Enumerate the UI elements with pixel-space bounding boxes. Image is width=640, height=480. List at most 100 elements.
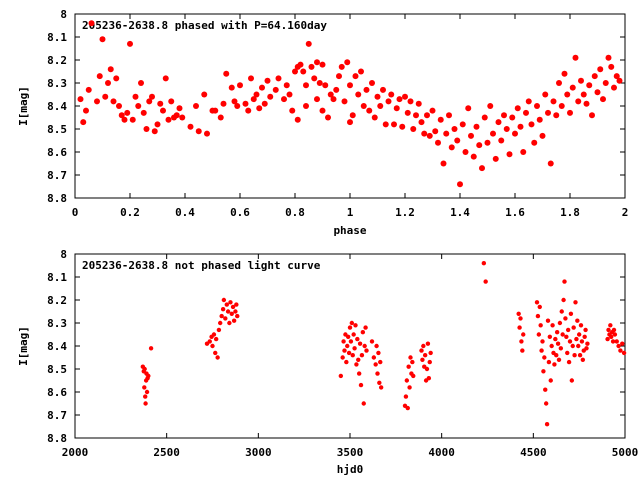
data-point bbox=[217, 114, 224, 121]
data-point bbox=[349, 320, 355, 326]
data-point bbox=[547, 334, 553, 339]
data-point bbox=[369, 80, 375, 86]
data-point bbox=[454, 137, 461, 144]
data-point bbox=[558, 103, 565, 109]
data-point bbox=[259, 84, 265, 91]
data-point bbox=[143, 394, 148, 399]
data-point bbox=[565, 350, 570, 356]
data-point bbox=[574, 336, 579, 342]
data-point bbox=[360, 330, 366, 335]
data-point bbox=[371, 355, 377, 360]
data-point bbox=[547, 160, 554, 167]
data-point bbox=[354, 362, 359, 367]
x-tick-label: 2500 bbox=[153, 446, 180, 459]
data-point bbox=[548, 378, 553, 383]
y-tick-label: 8.6 bbox=[47, 146, 67, 159]
data-point bbox=[360, 103, 367, 109]
data-point bbox=[305, 40, 312, 47]
data-point bbox=[345, 334, 351, 339]
data-point bbox=[586, 82, 593, 89]
y-tick-label: 8.4 bbox=[47, 340, 67, 353]
data-point bbox=[606, 327, 611, 333]
data-point bbox=[221, 297, 227, 303]
data-point bbox=[612, 332, 618, 337]
data-point bbox=[352, 73, 359, 80]
data-point bbox=[446, 112, 452, 119]
data-point bbox=[142, 385, 147, 390]
data-point bbox=[407, 385, 412, 390]
data-point bbox=[573, 300, 578, 305]
data-point bbox=[143, 126, 150, 132]
data-point bbox=[364, 348, 369, 353]
data-point bbox=[105, 80, 111, 86]
data-point bbox=[340, 355, 345, 360]
data-point bbox=[403, 394, 409, 399]
data-point bbox=[361, 401, 366, 406]
data-point bbox=[83, 107, 89, 114]
data-point bbox=[418, 119, 425, 126]
data-point bbox=[545, 318, 551, 323]
data-point bbox=[410, 359, 415, 365]
data-point bbox=[405, 405, 410, 411]
y-tick-label: 8.2 bbox=[47, 294, 67, 307]
chart-title: 205236-2638.8 not phased light curve bbox=[82, 259, 321, 272]
data-point bbox=[537, 304, 542, 310]
data-point bbox=[344, 359, 349, 365]
data-point bbox=[582, 334, 587, 339]
data-point bbox=[272, 86, 279, 93]
data-point bbox=[207, 339, 212, 344]
data-point bbox=[437, 116, 444, 123]
data-point bbox=[215, 355, 220, 360]
y-tick-label: 8.8 bbox=[47, 432, 67, 445]
phased-light-curve-panel: 0 0.2 0.4 0.6 0.8 1 1.2 1.4 1.6 1.8 2 8 8.1 8.2 8.3 8.4… bbox=[17, 8, 628, 237]
data-point bbox=[540, 339, 545, 344]
data-point bbox=[358, 382, 364, 388]
data-point bbox=[303, 103, 309, 109]
data-point bbox=[220, 100, 227, 107]
data-point bbox=[578, 323, 584, 328]
data-point bbox=[355, 336, 360, 342]
y-tick-label: 8 bbox=[60, 8, 67, 21]
data-point bbox=[545, 109, 551, 116]
data-point bbox=[490, 130, 496, 137]
data-point bbox=[250, 96, 257, 103]
data-point bbox=[374, 93, 381, 100]
data-point bbox=[179, 114, 186, 121]
data-point bbox=[572, 54, 579, 61]
data-point bbox=[611, 84, 617, 91]
data-point bbox=[520, 149, 527, 155]
data-point bbox=[535, 313, 541, 319]
data-point bbox=[509, 114, 516, 121]
data-point bbox=[519, 339, 524, 344]
data-point bbox=[267, 93, 274, 100]
data-point bbox=[225, 309, 231, 314]
data-point bbox=[421, 343, 426, 349]
x-tick-label: 2 bbox=[622, 206, 629, 219]
data-point bbox=[424, 366, 430, 372]
data-point bbox=[411, 373, 416, 379]
data-point bbox=[294, 116, 301, 123]
data-point bbox=[468, 132, 474, 139]
data-point bbox=[550, 323, 555, 328]
data-point bbox=[600, 96, 606, 103]
data-point bbox=[616, 77, 623, 84]
data-point bbox=[363, 86, 370, 93]
data-point bbox=[572, 353, 577, 358]
data-point bbox=[512, 130, 518, 137]
data-point bbox=[542, 91, 549, 98]
data-point bbox=[484, 139, 491, 146]
data-point bbox=[227, 320, 232, 326]
data-point bbox=[373, 362, 378, 367]
data-point bbox=[233, 309, 238, 314]
data-point bbox=[369, 339, 375, 344]
data-point bbox=[138, 80, 144, 86]
data-point bbox=[563, 316, 568, 321]
data-point bbox=[165, 116, 172, 123]
data-point bbox=[528, 121, 535, 128]
data-point bbox=[382, 121, 389, 128]
data-point bbox=[173, 112, 180, 119]
data-point bbox=[421, 130, 428, 137]
data-point bbox=[554, 353, 559, 358]
data-point bbox=[210, 343, 215, 349]
data-point bbox=[228, 300, 233, 305]
